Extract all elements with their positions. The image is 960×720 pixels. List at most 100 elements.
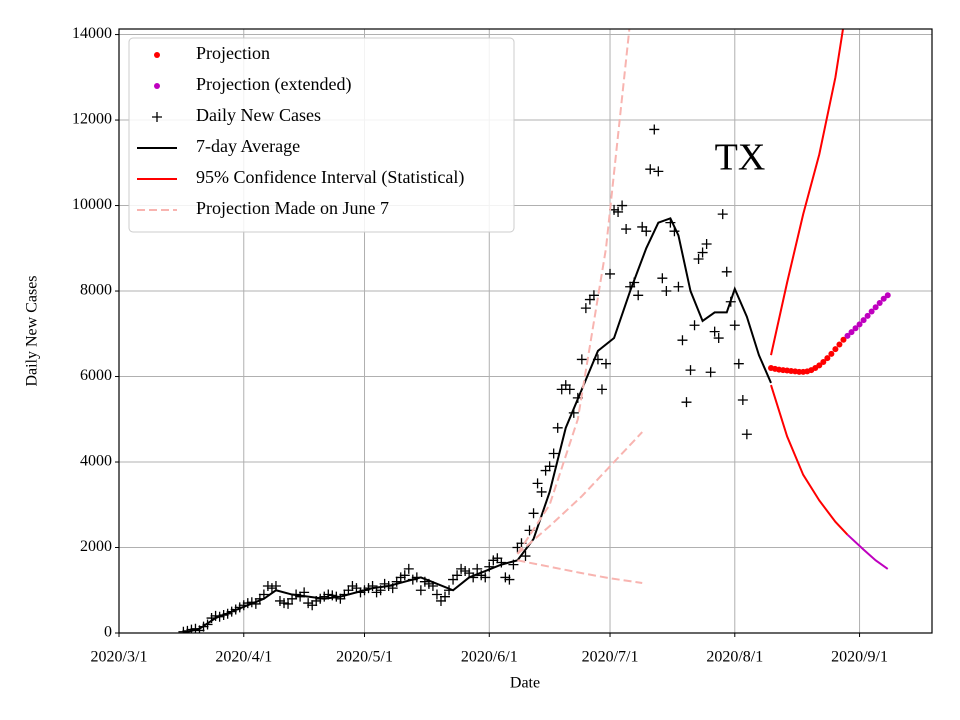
data-point — [689, 320, 700, 331]
data-point — [661, 286, 672, 297]
data-point — [737, 395, 748, 406]
data-point — [548, 448, 559, 459]
data-point — [448, 574, 459, 585]
data-point — [552, 422, 563, 433]
legend: Projection Projection (extended) Daily New… — [128, 37, 515, 233]
data-point — [274, 595, 285, 606]
data-point — [649, 124, 660, 135]
data-point — [637, 221, 648, 232]
data-point — [868, 308, 875, 315]
legend-label: Daily New Cases — [196, 105, 321, 125]
data-point — [588, 290, 599, 301]
series-line — [183, 217, 772, 633]
data-point — [488, 555, 499, 566]
data-point — [391, 576, 402, 587]
data-point — [367, 580, 378, 591]
data-point — [452, 570, 463, 581]
annotation: TX — [715, 137, 766, 179]
legend-swatch — [152, 112, 162, 122]
legend-swatch — [154, 52, 160, 58]
y-tick-label: 4000 — [80, 453, 112, 470]
data-point — [564, 384, 575, 395]
data-point — [617, 200, 628, 211]
data-point — [824, 355, 831, 362]
plot-area — [178, 29, 891, 633]
data-point — [520, 551, 531, 562]
series-line — [516, 29, 631, 555]
data-point — [600, 358, 611, 369]
data-point — [613, 206, 624, 217]
data-point — [492, 553, 503, 564]
data-point — [460, 566, 471, 577]
data-point — [319, 591, 330, 602]
data-point — [605, 268, 616, 279]
data-point — [681, 397, 692, 408]
data-point — [705, 367, 716, 378]
data-point — [880, 295, 887, 302]
data-point — [544, 461, 555, 472]
data-point — [403, 563, 414, 574]
data-point — [653, 166, 664, 177]
data-point — [576, 354, 587, 365]
data-point — [872, 304, 879, 311]
series-line — [770, 29, 845, 356]
axes-frame — [118, 28, 933, 634]
data-point — [472, 563, 483, 574]
series-line — [846, 533, 889, 570]
data-point — [500, 572, 511, 583]
data-point — [415, 585, 426, 596]
data-point — [860, 317, 867, 324]
x-tick-label: 2020/5/1 — [336, 649, 393, 666]
data-point — [816, 362, 823, 369]
data-point — [560, 380, 571, 391]
x-tick-label: 2020/3/1 — [91, 649, 148, 666]
data-point — [532, 478, 543, 489]
data-point — [435, 595, 446, 606]
data-point — [335, 593, 346, 604]
x-axis-label: Date — [510, 675, 540, 692]
data-point — [852, 325, 859, 332]
series-line — [517, 559, 643, 584]
y-tick-label: 14000 — [72, 25, 112, 42]
y-axis-label: Daily New Cases — [24, 275, 41, 386]
data-point — [456, 563, 467, 574]
x-tick-label: 2020/4/1 — [215, 649, 272, 666]
data-point — [701, 239, 712, 250]
y-tick-label: 2000 — [80, 538, 112, 555]
x-tick-label: 2020/6/1 — [461, 649, 518, 666]
data-point — [832, 346, 839, 353]
data-point — [820, 358, 827, 365]
data-point — [641, 226, 652, 237]
data-point — [844, 332, 851, 339]
series-line — [770, 384, 849, 536]
data-point — [685, 365, 696, 376]
data-point — [283, 598, 294, 609]
data-point — [266, 583, 277, 594]
data-point — [279, 598, 290, 609]
legend-label: Projection (extended) — [196, 74, 351, 95]
y-tick-label: 10000 — [72, 196, 112, 213]
data-point — [645, 164, 656, 175]
data-point — [884, 292, 891, 299]
data-point — [840, 336, 847, 343]
data-point — [596, 384, 607, 395]
data-point — [709, 326, 720, 337]
data-point — [580, 303, 591, 314]
data-point — [399, 570, 410, 581]
data-point — [741, 429, 752, 440]
y-tick-label: 6000 — [80, 367, 112, 384]
data-point — [633, 290, 644, 301]
data-point — [693, 253, 704, 264]
legend-label: 7-day Average — [196, 136, 300, 156]
data-point — [303, 598, 314, 609]
data-point — [440, 591, 451, 602]
legend-label: 95% Confidence Interval (Statistical) — [196, 167, 464, 188]
data-point — [864, 312, 871, 319]
data-point — [496, 557, 507, 568]
data-point — [677, 335, 688, 346]
data-point — [307, 600, 318, 611]
data-point — [713, 333, 724, 344]
data-point — [876, 300, 883, 307]
data-point — [371, 587, 382, 598]
